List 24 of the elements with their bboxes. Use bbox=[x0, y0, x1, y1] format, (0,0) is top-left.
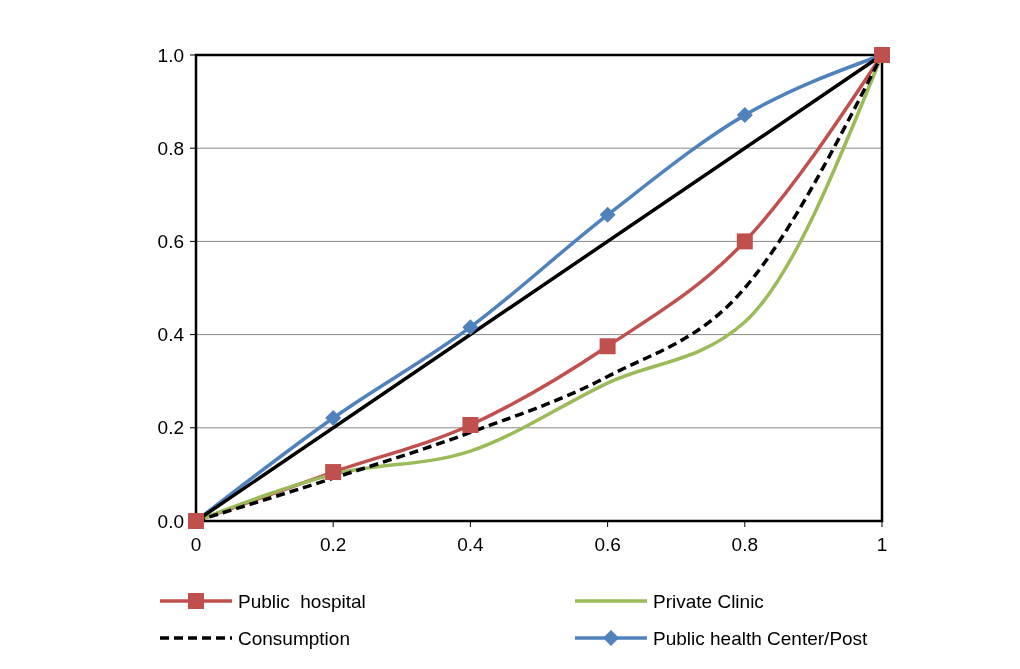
y-tick-label: 0.8 bbox=[157, 137, 184, 159]
legend-label: Public health Center/Post bbox=[653, 627, 869, 649]
y-tick-label: 0.4 bbox=[157, 324, 185, 346]
point bbox=[599, 338, 616, 355]
legend-label: Consumption bbox=[238, 627, 350, 649]
point bbox=[462, 417, 479, 433]
x-tick-label: 1 bbox=[876, 534, 888, 555]
point bbox=[736, 233, 753, 250]
point bbox=[325, 464, 342, 481]
x-tick-label: 0.8 bbox=[731, 534, 759, 555]
legend-label: Private Clinic bbox=[653, 590, 764, 612]
x-tick-label: 0 bbox=[190, 534, 202, 555]
legend-label: Public hospital bbox=[238, 590, 366, 612]
point bbox=[599, 206, 616, 223]
x-tick-label: 0.6 bbox=[594, 534, 621, 555]
point bbox=[325, 410, 342, 427]
y-tick-label: 0.0 bbox=[157, 510, 184, 532]
y-tick-label: 1.0 bbox=[157, 44, 184, 66]
y-tick-label: 0.6 bbox=[157, 231, 184, 253]
point bbox=[462, 319, 479, 336]
y-tick-label: 0.2 bbox=[157, 417, 184, 439]
point bbox=[736, 107, 753, 124]
x-tick-label: 0.2 bbox=[319, 534, 347, 555]
x-tick-label: 0.4 bbox=[457, 534, 485, 555]
